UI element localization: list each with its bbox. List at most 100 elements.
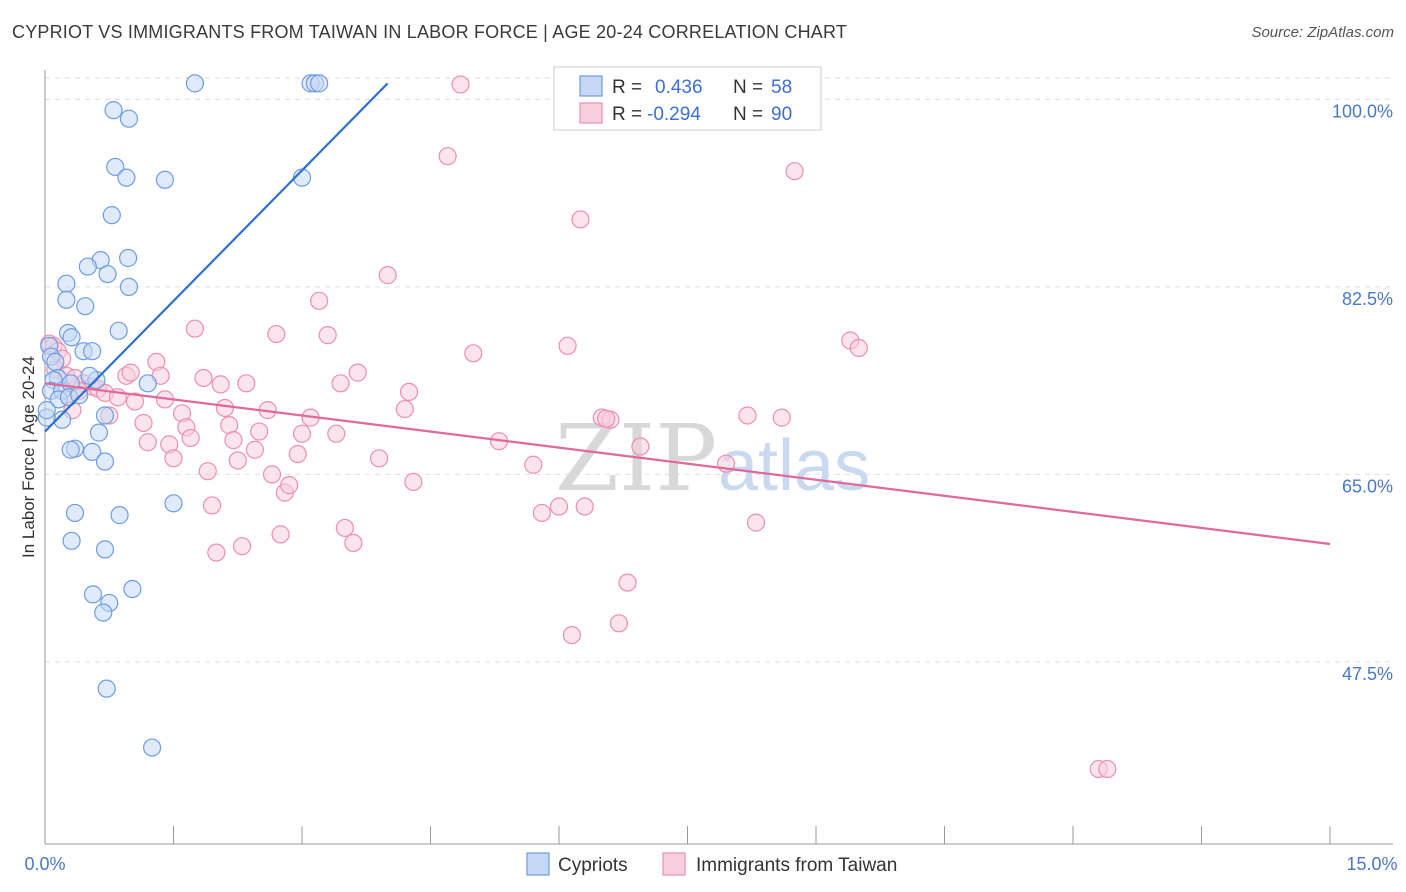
stats-legend: R = 0.436 N = 58 R = -0.294 N = 90 bbox=[553, 66, 822, 131]
taiwan-point-32 bbox=[202, 496, 222, 515]
x-axis-ticks bbox=[44, 826, 1331, 844]
cypriots-point-55 bbox=[97, 679, 116, 698]
legend-swatch-cypriots bbox=[579, 75, 603, 97]
bottom-legend-swatch-cypriots bbox=[526, 852, 550, 876]
cypriots-point-26 bbox=[46, 352, 65, 372]
cypriots-point-33 bbox=[138, 374, 157, 393]
taiwan-point-19 bbox=[134, 413, 153, 433]
y-tick-label-0: 100.0% bbox=[1332, 101, 1393, 121]
taiwan-point-71 bbox=[558, 336, 577, 355]
cypriots-point-54 bbox=[94, 603, 113, 622]
cypriots-point-43 bbox=[83, 442, 102, 461]
taiwan-point-83 bbox=[772, 408, 791, 427]
cypriots-trend-line bbox=[44, 82, 389, 433]
chart-title: CYPRIOT VS IMMIGRANTS FROM TAIWAN IN LAB… bbox=[12, 22, 848, 42]
cypriots-point-49 bbox=[62, 531, 81, 550]
bottom-legend: Cypriots Immigrants from Taiwan bbox=[526, 852, 897, 876]
cypriots-point-34 bbox=[80, 366, 99, 385]
taiwan-point-42 bbox=[250, 422, 269, 441]
taiwan-point-20 bbox=[138, 433, 157, 452]
taiwan-point-30 bbox=[194, 368, 213, 388]
legend-r-value-cypriots: 0.436 bbox=[655, 77, 703, 98]
taiwan-point-49 bbox=[288, 444, 307, 464]
taiwan-point-38 bbox=[228, 451, 247, 470]
cypriots-point-48 bbox=[110, 506, 129, 525]
taiwan-point-82 bbox=[746, 513, 766, 532]
taiwan-point-66 bbox=[464, 344, 483, 363]
cypriots-point-45 bbox=[95, 452, 115, 471]
cypriots-point-15 bbox=[57, 274, 76, 293]
taiwan-point-46 bbox=[271, 525, 290, 544]
taiwan-point-54 bbox=[327, 424, 346, 443]
taiwan-point-69 bbox=[532, 503, 551, 523]
taiwan-point-60 bbox=[378, 266, 397, 285]
taiwan-point-55 bbox=[331, 374, 350, 393]
taiwan-point-59 bbox=[370, 449, 389, 468]
taiwan-point-86 bbox=[849, 338, 868, 358]
taiwan-point-53 bbox=[318, 326, 337, 345]
taiwan-point-25 bbox=[164, 449, 183, 468]
legend-n-label-taiwan: N = bbox=[733, 104, 763, 125]
cypriots-point-21 bbox=[62, 328, 81, 347]
taiwan-point-62 bbox=[399, 382, 419, 401]
taiwan-point-17 bbox=[121, 363, 140, 382]
taiwan-point-65 bbox=[451, 75, 470, 94]
cypriots-point-19 bbox=[109, 321, 128, 340]
taiwan-point-84 bbox=[785, 162, 804, 181]
taiwan-point-34 bbox=[211, 375, 230, 394]
taiwan-point-70 bbox=[549, 497, 569, 516]
cypriots-point-56 bbox=[142, 738, 162, 757]
taiwan-point-81 bbox=[738, 406, 757, 425]
cypriots-point-6 bbox=[106, 157, 125, 177]
taiwan-point-33 bbox=[207, 543, 226, 562]
y-tick-label-3: 47.5% bbox=[1342, 664, 1393, 684]
grid-lines bbox=[45, 77, 1393, 663]
taiwan-point-40 bbox=[237, 374, 256, 393]
taiwan-point-56 bbox=[335, 518, 354, 538]
cypriots-point-17 bbox=[57, 290, 76, 309]
cypriots-point-52 bbox=[123, 579, 142, 599]
taiwan-point-52 bbox=[310, 291, 329, 310]
legend-n-label-cypriots: N = bbox=[733, 77, 763, 98]
cypriots-point-41 bbox=[89, 423, 109, 442]
taiwan-point-89 bbox=[597, 409, 616, 428]
taiwan-point-18 bbox=[125, 392, 145, 411]
cypriots-point-10 bbox=[102, 206, 121, 225]
bottom-legend-swatch-taiwan bbox=[662, 852, 686, 876]
taiwan-point-29 bbox=[185, 319, 205, 338]
cypriots-point-8 bbox=[155, 170, 175, 189]
taiwan-point-72 bbox=[562, 625, 581, 645]
bottom-legend-label-taiwan: Immigrants from Taiwan bbox=[696, 855, 897, 876]
cypriots-point-57 bbox=[37, 401, 56, 420]
y-axis-title: In Labor Force | Age 20-24 bbox=[19, 356, 38, 558]
taiwan-point-68 bbox=[524, 455, 543, 474]
cypriots-point-0 bbox=[185, 74, 205, 93]
taiwan-point-31 bbox=[198, 462, 217, 481]
cypriots-point-3 bbox=[310, 74, 329, 93]
cypriots-point-23 bbox=[83, 342, 102, 361]
cypriots-point-4 bbox=[104, 101, 123, 120]
legend-n-value-cypriots: 58 bbox=[771, 77, 792, 98]
y-tick-label-2: 65.0% bbox=[1342, 476, 1393, 496]
y-tick-label-1: 82.5% bbox=[1342, 289, 1393, 309]
taiwan-point-28 bbox=[181, 428, 200, 448]
y-tick-labels: 100.0% 82.5% 65.0% 47.5% bbox=[1332, 101, 1393, 683]
taiwan-point-63 bbox=[404, 472, 423, 491]
taiwan-point-41 bbox=[245, 440, 264, 459]
x-tick-label-max: 15.0% bbox=[1346, 854, 1397, 874]
cypriots-point-12 bbox=[118, 248, 138, 268]
cypriots-point-51 bbox=[83, 585, 103, 604]
taiwan-point-74 bbox=[575, 497, 594, 516]
taiwan-point-50 bbox=[292, 424, 312, 443]
cypriots-point-14 bbox=[98, 264, 117, 284]
cypriots-point-38 bbox=[95, 406, 115, 425]
taiwan-point-88 bbox=[1098, 759, 1117, 779]
taiwan-point-37 bbox=[224, 431, 243, 450]
taiwan-point-44 bbox=[262, 465, 282, 484]
taiwan-point-39 bbox=[232, 537, 252, 556]
source-label: Source: ZipAtlas.com bbox=[1251, 24, 1394, 41]
cypriots-point-13 bbox=[78, 257, 97, 276]
cypriots-point-46 bbox=[164, 494, 183, 513]
taiwan-point-57 bbox=[344, 533, 363, 553]
